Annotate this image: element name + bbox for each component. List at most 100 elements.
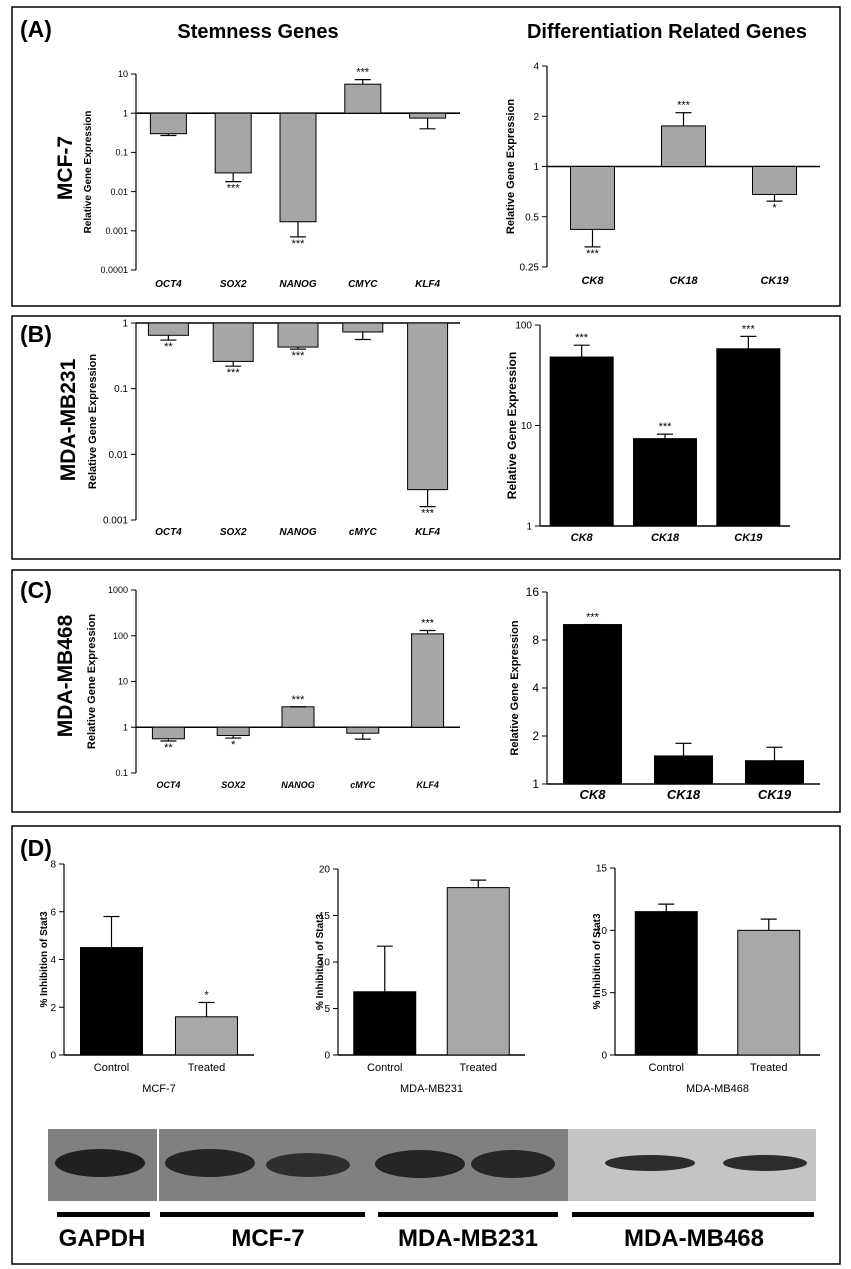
bar <box>752 166 797 195</box>
blot-underline-mda231 <box>378 1212 558 1217</box>
bar <box>446 887 510 1056</box>
x-tick-label: Treated <box>459 1062 497 1074</box>
significance-label: *** <box>586 612 600 624</box>
y-axis-label: Relative Gene Expression <box>505 352 519 499</box>
x-tick-label: CK8 <box>571 532 594 544</box>
bar <box>409 112 447 119</box>
y-tick-label: 8 <box>532 633 539 647</box>
y-tick-label: 0.1 <box>115 148 128 158</box>
y-tick-label: 1 <box>526 522 532 533</box>
bar <box>212 322 254 362</box>
y-tick-label: 4 <box>533 62 539 73</box>
y-tick-label: 10 <box>596 926 608 937</box>
y-tick-label: 15 <box>596 864 608 875</box>
y-tick-label: 2 <box>532 729 539 743</box>
blot-band <box>471 1150 555 1178</box>
y-tick-label: 0.01 <box>109 450 129 461</box>
blot-band <box>723 1155 807 1171</box>
chart-title: MCF-7 <box>142 1083 176 1095</box>
bar <box>633 438 697 527</box>
y-tick-label: 5 <box>601 988 607 999</box>
bar <box>716 348 781 527</box>
bar <box>634 911 698 1056</box>
x-tick-label: SOX2 <box>220 279 247 290</box>
cell-line-label-b: MDA-MB231 <box>57 358 80 481</box>
y-tick-label: 1 <box>533 162 539 173</box>
y-tick-label: 20 <box>319 865 331 876</box>
x-tick-label: CK19 <box>758 787 792 802</box>
x-tick-label: KLF4 <box>415 527 440 538</box>
y-tick-label: 0.5 <box>525 212 539 223</box>
x-tick-label: Treated <box>750 1062 788 1074</box>
panel-a-label: (A) <box>20 16 52 42</box>
y-tick-label: 4 <box>532 681 539 695</box>
x-tick-label: KLF4 <box>415 279 440 290</box>
y-tick-label: 6 <box>50 907 56 918</box>
blot-label-mda468: MDA-MB468 <box>624 1225 764 1252</box>
x-tick-label: Treated <box>188 1062 226 1074</box>
differentiation-heading: Differentiation Related Genes <box>527 21 807 43</box>
blot-label-gapdh: GAPDH <box>59 1225 146 1252</box>
x-tick-label: SOX2 <box>221 780 245 790</box>
significance-label: *** <box>227 183 241 195</box>
significance-label: *** <box>292 350 306 362</box>
bar <box>737 929 801 1056</box>
bar <box>411 633 445 728</box>
x-tick-label: CK8 <box>579 787 606 802</box>
bar <box>344 83 382 114</box>
y-tick-label: 1000 <box>108 585 128 595</box>
y-tick-label: 5 <box>324 1004 330 1015</box>
significance-label: * <box>231 739 236 751</box>
y-tick-label: 0.25 <box>520 263 540 274</box>
y-tick-label: 8 <box>50 860 56 871</box>
bar <box>147 322 189 336</box>
y-tick-label: 0.0001 <box>100 265 128 275</box>
y-axis-label: Relative Gene Expression <box>83 111 94 234</box>
panel-c-frame <box>11 569 841 813</box>
x-tick-label: OCT4 <box>155 527 182 538</box>
significance-label: *** <box>292 694 306 706</box>
y-axis-label: % Inhibition of Stat3 <box>592 913 603 1010</box>
y-tick-label: 10 <box>521 421 533 432</box>
bar <box>353 991 417 1056</box>
y-axis-label: Relative Gene Expression <box>505 99 517 234</box>
bar <box>407 322 449 491</box>
y-tick-label: 1 <box>532 777 539 791</box>
bar <box>80 947 143 1056</box>
blot-band <box>266 1153 350 1177</box>
chart-title: MDA-MB231 <box>400 1083 463 1095</box>
x-tick-label: NANOG <box>281 780 315 790</box>
blot-label-mcf7: MCF-7 <box>231 1225 304 1252</box>
significance-label: * <box>204 989 209 1001</box>
x-tick-label: cMYC <box>350 780 376 790</box>
y-axis-label: Relative Gene Expression <box>509 620 521 755</box>
bar <box>654 755 713 785</box>
y-tick-label: 0.01 <box>110 187 128 197</box>
significance-label: *** <box>742 323 756 335</box>
x-tick-label: CK18 <box>667 787 701 802</box>
y-tick-label: 100 <box>515 321 532 332</box>
panel-a-frame <box>11 6 841 307</box>
y-tick-label: 10 <box>118 69 128 79</box>
blot-band <box>165 1149 255 1177</box>
y-axis-label: % Inhibition of Stat3 <box>39 911 50 1008</box>
y-tick-label: 0 <box>324 1051 330 1062</box>
y-tick-label: 1 <box>123 108 128 118</box>
panel-d-frame <box>11 825 841 1265</box>
blot-label-mda231: MDA-MB231 <box>398 1225 538 1252</box>
blot-band <box>55 1149 145 1177</box>
bar <box>279 112 317 223</box>
significance-label: *** <box>659 421 673 433</box>
y-tick-label: 100 <box>113 631 128 641</box>
panel-b-frame <box>11 315 841 560</box>
x-tick-label: NANOG <box>279 527 316 538</box>
y-tick-label: 15 <box>319 911 331 922</box>
x-tick-label: CK18 <box>651 532 680 544</box>
y-tick-label: 0.001 <box>105 226 128 236</box>
y-tick-label: 0.001 <box>103 516 128 527</box>
bar <box>570 166 615 230</box>
cell-line-label-c: MDA-MB468 <box>54 614 77 737</box>
y-axis-label: % Inhibition of Stat3 <box>315 914 326 1011</box>
blot-separator <box>157 1129 159 1201</box>
